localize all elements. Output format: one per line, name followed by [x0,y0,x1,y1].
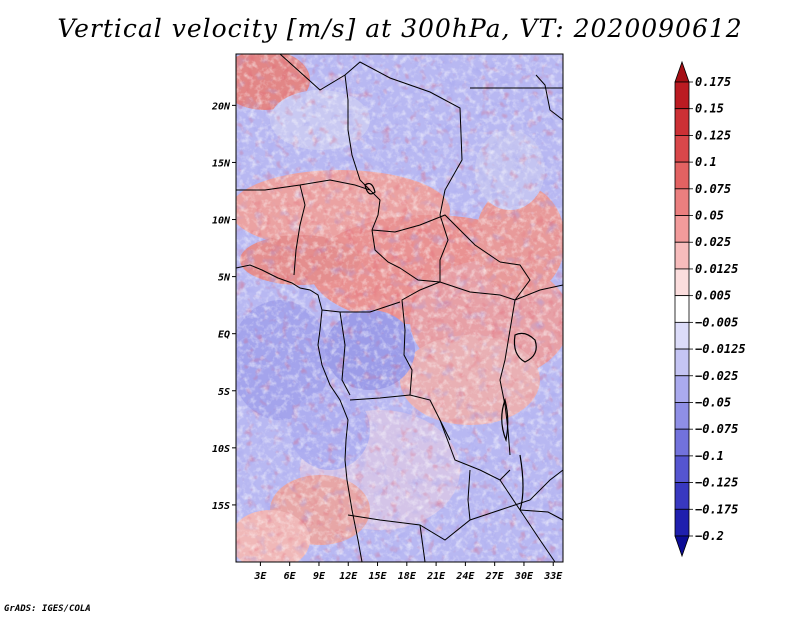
colorbar-label: −0.005 [695,315,738,329]
colorbar-segment [674,215,690,243]
colorbar-arrow-top [674,60,690,83]
colorbar-segment [674,295,690,323]
lon-label: 24E [455,571,475,582]
colorbar-segment [674,455,690,483]
lake-victoria [513,332,537,363]
lat-label: 5S [218,387,230,398]
colorbar-segment [674,348,690,377]
colorbar-label: −0.1 [695,449,724,463]
colorbar-label: 0.005 [695,289,731,303]
colorbar-segment [674,241,690,270]
velocity-field [236,54,563,562]
colorbar-segment [674,321,690,350]
lake-tanganyika [501,397,509,443]
colorbar-segment [674,508,690,537]
colorbar-segment [674,108,690,136]
country-borders [236,54,563,562]
colorbar: 0.175 0.15 0.125 0.1 0.075 0.05 0.025 0.0125 0.0… [674,60,746,558]
lon-label: 27E [485,571,505,582]
lon-label: 15E [369,571,388,582]
colorbar-label: 0.1 [695,155,717,169]
lon-label: 6E [284,571,297,582]
lon-label: 3E [253,571,267,582]
lake-chad [364,182,376,195]
colorbar-segment [674,428,690,457]
lon-label: 9E [313,571,326,582]
lon-label: 12E [339,571,358,582]
colorbar-label: −0.0125 [695,342,746,356]
colorbar-label: −0.125 [695,476,738,490]
colorbar-label: −0.025 [695,369,738,383]
grads-credit: GrADS: IGES/COLA [4,604,91,614]
colorbar-segment [674,188,690,216]
lat-label: 15N [212,158,231,169]
colorbar-segment [674,81,690,110]
colorbar-segment [674,375,690,403]
map-frame [235,53,564,563]
lat-label: 15S [212,501,230,512]
lat-label: EQ [218,330,230,341]
lat-label: 10N [212,216,231,227]
colorbar-segment [674,268,690,297]
lon-label: 21E [426,571,446,582]
lon-label: 30E [514,571,534,582]
lat-label: 10S [212,444,230,455]
colorbar-label: −0.2 [695,529,724,543]
colorbar-label: 0.075 [695,182,731,196]
lat-label: 5N [218,273,231,284]
colorbar-segment [674,161,690,190]
colorbar-label: 0.05 [695,209,724,223]
lon-label: 33E [543,571,563,582]
colorbar-label: 0.15 [695,102,724,116]
colorbar-arrow-bottom [674,535,690,558]
lat-label: 20N [211,101,231,112]
map-title: Vertical velocity [m/s] at 300hPa, VT: 2… [57,14,743,43]
colorbar-label: 0.025 [695,235,731,249]
lake-malawi [519,454,524,511]
lon-label: 18E [398,571,417,582]
coastline [236,264,363,562]
colorbar-segment [674,482,690,510]
map-axes: 20N 15N 10N 5N EQ 5S 10S 15S 3E 6E 9E 12E 15E 18E 21E 2… [211,101,563,582]
colorbar-label: −0.175 [695,502,738,516]
lakes [364,182,537,511]
colorbar-segment [674,135,690,163]
colorbar-label: −0.075 [695,422,738,436]
colorbar-label: 0.125 [695,128,731,142]
colorbar-label: −0.05 [695,395,731,409]
colorbar-segment [674,402,690,430]
colorbar-label: 0.0125 [695,262,738,276]
colorbar-label: 0.175 [695,75,731,89]
